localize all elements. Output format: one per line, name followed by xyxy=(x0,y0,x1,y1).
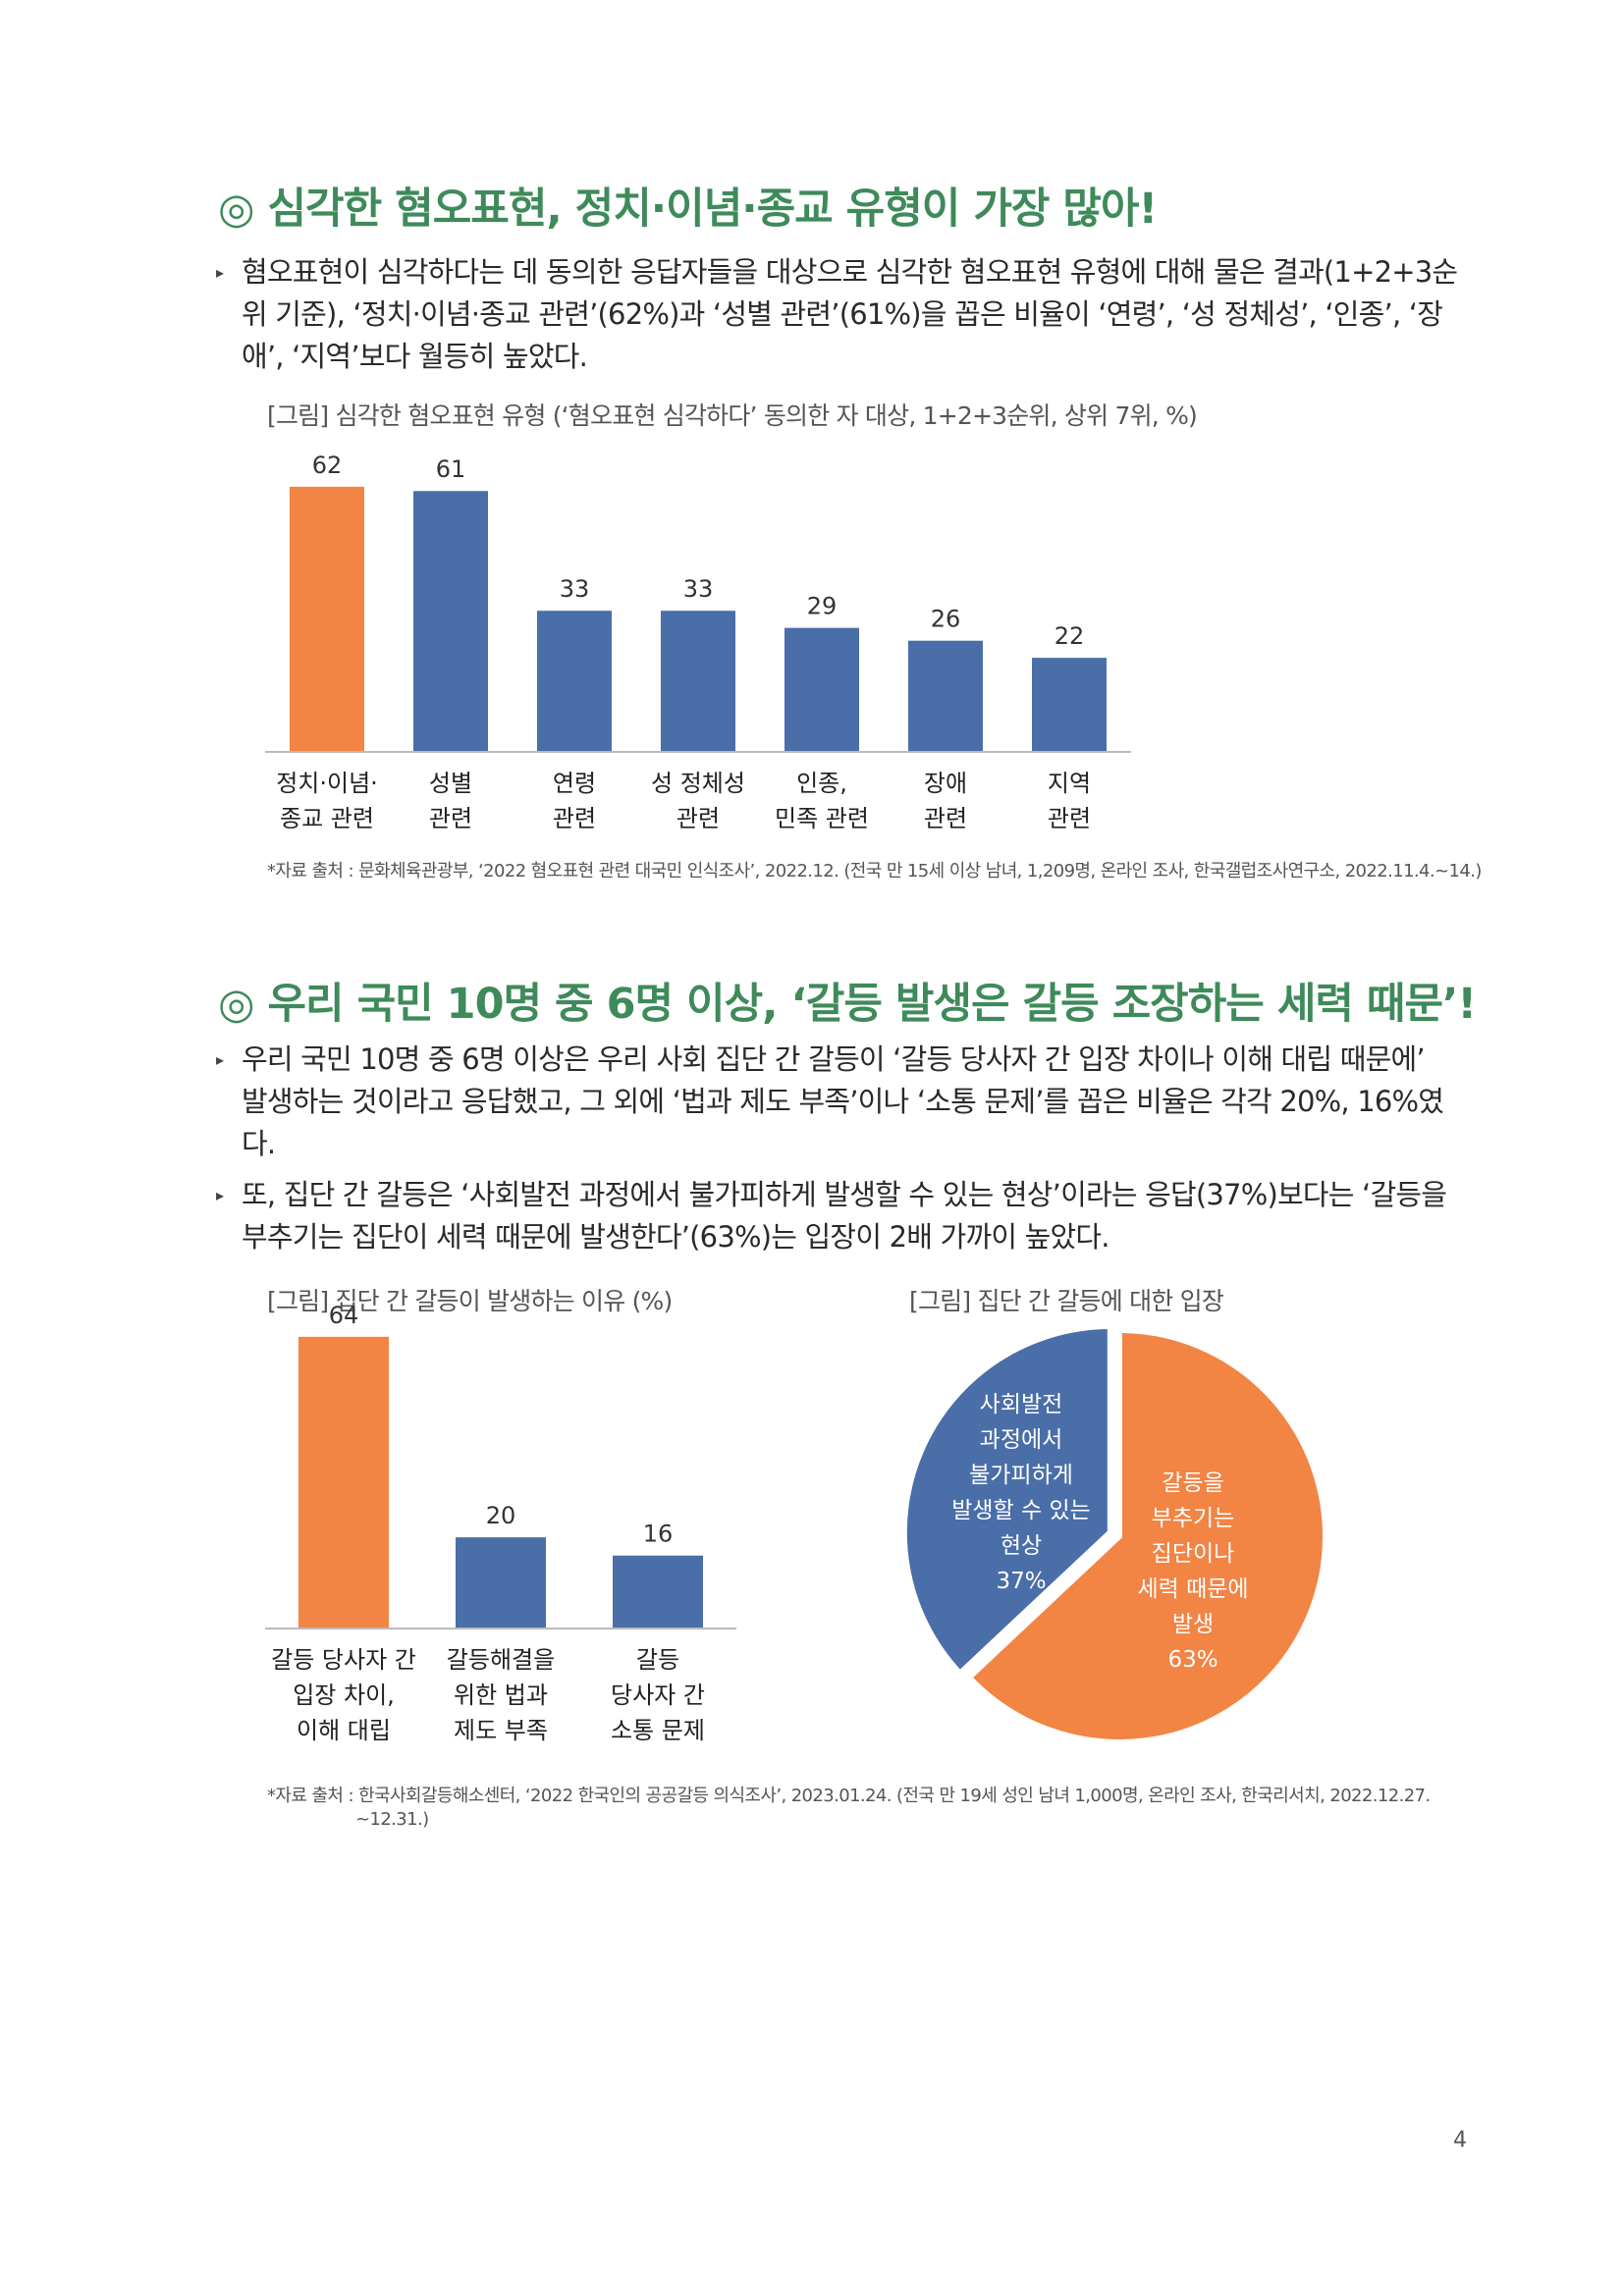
chart2-category-label: 당사자 간 xyxy=(611,1682,705,1709)
page-number: 4 xyxy=(1453,2128,1467,2153)
chart1-category-label: 성별 xyxy=(429,770,472,797)
chart1-category-label: 종교 관련 xyxy=(280,805,374,832)
pie-slice-label: 갈등을 xyxy=(1162,1470,1223,1496)
section2-bullet2-line-1: 또, 집단 간 갈등은 ‘사회발전 과정에서 불가피하게 발생할 수 있는 현상… xyxy=(242,1178,1447,1211)
chart2-value-label: 20 xyxy=(486,1502,516,1529)
pie-slice xyxy=(964,1326,1328,1745)
section1-bullet-line-3: 애’, ‘지역’보다 월등히 높았다. xyxy=(242,340,588,373)
section1-heading: ◎ 심각한 혐오표현, 정치·이념·종교 유형이 가장 많아! xyxy=(218,185,1158,234)
bullet-marker-icon: ▸ xyxy=(216,1050,224,1069)
chart1-bar xyxy=(537,611,612,752)
figure1-caption: [그림] 심각한 혐오표현 유형 (‘혐오표현 심각하다’ 동의한 자 대상, … xyxy=(267,401,1198,430)
chart1-value-label: 29 xyxy=(807,593,838,620)
chart2-bar xyxy=(298,1336,389,1629)
chart1-value-label: 33 xyxy=(560,575,590,603)
chart1-category-label: 지역 xyxy=(1048,770,1091,797)
section1-bullet-line-2: 위 기준), ‘정치·이념·종교 관련’(62%)과 ‘성별 관련’(61%)을… xyxy=(242,297,1443,331)
chart1-bar xyxy=(290,486,364,752)
chart1-category-label: 정치·이념· xyxy=(276,770,378,797)
chart1-bar xyxy=(784,627,859,752)
chart1-value-label: 62 xyxy=(312,452,343,479)
chart1-bar xyxy=(1032,658,1107,752)
figure3-caption: [그림] 집단 간 갈등에 대한 입장 xyxy=(909,1287,1224,1315)
chart2-category-label: 갈등 당사자 간 xyxy=(271,1646,416,1674)
chart2-value-label: 64 xyxy=(329,1302,359,1329)
chart2-category-label: 위한 법과 xyxy=(454,1682,548,1709)
pie-slice-label: 63% xyxy=(1167,1647,1217,1673)
pie-slice-label: 부추기는 xyxy=(1152,1506,1235,1531)
pie-slice-label: 발생 xyxy=(1172,1612,1214,1637)
chart1-category-label: 연령 xyxy=(553,770,596,797)
figure2-caption: [그림] 집단 간 갈등이 발생하는 이유 (%) xyxy=(267,1287,673,1315)
section2-bullet1-line-3: 다. xyxy=(242,1127,276,1160)
pie-slice-label: 현상 xyxy=(1001,1533,1042,1559)
chart1-category-label: 민족 관련 xyxy=(775,805,869,832)
chart2-category-label: 입장 차이, xyxy=(293,1682,395,1709)
pie-slice-label: 불가피하게 xyxy=(969,1463,1073,1488)
chart1-bar xyxy=(908,640,983,752)
chart1-value-label: 33 xyxy=(683,575,714,603)
bullet-marker-icon: ▸ xyxy=(216,263,224,282)
chart2-category-label: 제도 부족 xyxy=(454,1717,548,1744)
pie-slice-label: 사회발전 xyxy=(980,1392,1063,1417)
chart1-value-label: 61 xyxy=(436,455,466,483)
section2-bullet1-line-1: 우리 국민 10명 중 6명 이상은 우리 사회 집단 간 갈등이 ‘갈등 당사… xyxy=(242,1042,1426,1076)
chart2-category-label: 갈등 xyxy=(636,1646,679,1674)
chart2-value-label: 16 xyxy=(643,1521,674,1548)
pie-slice xyxy=(900,1323,1113,1679)
chart1-category-label: 관련 xyxy=(553,805,596,832)
chart1-bar xyxy=(661,611,735,752)
section1-bullet: ▸ 혐오표현이 심각하다는 데 동의한 응답자들을 대상으로 심각한 혐오표현 … xyxy=(216,251,1474,378)
section2-source: *자료 출처 : 한국사회갈등해소센터, ‘2022 한국인의 공공갈등 의식조… xyxy=(267,1785,1445,1832)
section1-bullet-line-1: 혐오표현이 심각하다는 데 동의한 응답자들을 대상으로 심각한 혐오표현 유형… xyxy=(242,255,1458,289)
section2-source-line-2: ~12.31.) xyxy=(355,1809,429,1830)
chart1-category-label: 관련 xyxy=(1048,805,1091,832)
section2-bullet2-line-2: 부추기는 집단이 세력 때문에 발생한다’(63%)는 입장이 2배 가까이 높… xyxy=(242,1220,1109,1254)
chart1-bar xyxy=(413,491,488,752)
pie-slice-label: 집단이나 xyxy=(1152,1541,1235,1567)
chart1-category-label: 성 정체성 xyxy=(651,770,745,797)
chart2-category-label: 소통 문제 xyxy=(611,1717,705,1744)
chart1-category-label: 관련 xyxy=(924,805,967,832)
chart1-value-label: 26 xyxy=(931,606,961,633)
section2-bullet-2: ▸ 또, 집단 간 갈등은 ‘사회발전 과정에서 불가피하게 발생할 수 있는 … xyxy=(216,1174,1474,1258)
chart1-category-label: 장애 xyxy=(924,770,967,797)
pie-slice-label: 37% xyxy=(996,1569,1046,1594)
bullet-marker-icon: ▸ xyxy=(216,1186,224,1204)
chart1-category-label: 관련 xyxy=(429,805,472,832)
pie-slice-label: 발생할 수 있는 xyxy=(951,1498,1091,1523)
chart1-category-label: 관련 xyxy=(676,805,720,832)
section2-bullet1-line-2: 발생하는 것이라고 응답했고, 그 외에 ‘법과 제도 부족’이나 ‘소통 문제… xyxy=(242,1085,1444,1118)
section2-bullet-1: ▸ 우리 국민 10명 중 6명 이상은 우리 사회 집단 간 갈등이 ‘갈등 … xyxy=(216,1039,1474,1165)
chart1-value-label: 22 xyxy=(1055,622,1085,650)
chart2-bar xyxy=(613,1555,703,1629)
pie-slice-label: 과정에서 xyxy=(980,1427,1063,1453)
chart2-bar xyxy=(456,1537,546,1629)
section1-source: *자료 출처 : 문화체육관광부, ‘2022 혐오표현 관련 대국민 인식조사… xyxy=(267,861,1482,881)
pie-slice-label: 세력 때문에 xyxy=(1137,1576,1248,1602)
section2-heading: ◎ 우리 국민 10명 중 6명 이상, ‘갈등 발생은 갈등 조장하는 세력 … xyxy=(218,980,1477,1029)
section2-source-line-1: *자료 출처 : 한국사회갈등해소센터, ‘2022 한국인의 공공갈등 의식조… xyxy=(267,1786,1431,1806)
chart2-category-label: 이해 대립 xyxy=(297,1717,391,1744)
chart2-category-label: 갈등해결을 xyxy=(447,1646,555,1674)
chart1-category-label: 인종, xyxy=(796,770,847,797)
